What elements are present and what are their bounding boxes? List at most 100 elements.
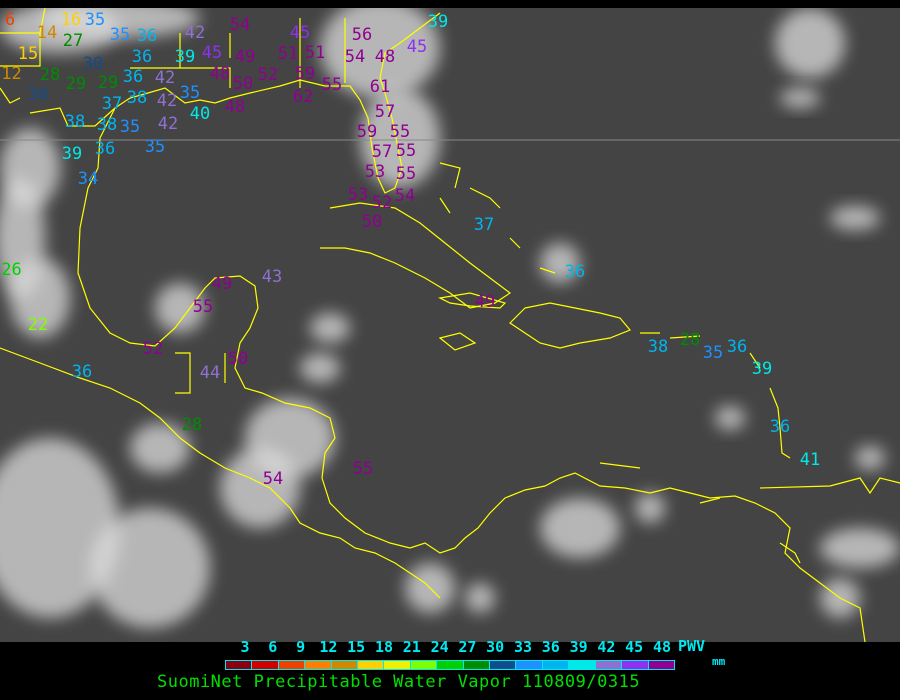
- station-pwv-value: 36: [72, 362, 92, 382]
- station-pwv-value: 48: [375, 47, 395, 67]
- legend-swatch: [226, 661, 253, 669]
- station-pwv-value: 55: [390, 122, 410, 142]
- cloud: [300, 353, 340, 383]
- cloud: [155, 283, 205, 333]
- cloud: [830, 206, 880, 230]
- legend-swatch: [463, 661, 491, 669]
- station-pwv-value: 37: [102, 94, 122, 114]
- station-pwv-value: 42: [157, 91, 177, 111]
- station-pwv-value: 30: [83, 54, 103, 74]
- station-pwv-value: 36: [132, 47, 152, 67]
- station-pwv-value: 55: [322, 75, 342, 95]
- legend-swatch: [569, 661, 596, 669]
- cloud: [715, 406, 745, 430]
- legend-tick: 48: [652, 638, 672, 656]
- station-pwv-value: 38: [97, 115, 117, 135]
- station-pwv-value: 50: [362, 212, 382, 232]
- cloud: [820, 528, 900, 568]
- station-pwv-value: 61: [370, 77, 390, 97]
- cloud: [780, 88, 820, 108]
- station-pwv-value: 16: [61, 10, 81, 30]
- legend-tick: 45: [625, 638, 644, 656]
- legend-tick: 9: [296, 638, 306, 656]
- station-pwv-value: 29: [66, 74, 86, 94]
- legend-swatch: [305, 661, 332, 669]
- station-pwv-value: 49: [235, 47, 255, 67]
- station-pwv-value: 49: [212, 274, 232, 294]
- station-pwv-value: 28: [40, 65, 60, 85]
- station-pwv-value: 41: [800, 450, 820, 470]
- station-pwv-value: 55: [353, 459, 373, 479]
- legend-tick: 18: [374, 638, 394, 656]
- legend-swatch: [595, 661, 623, 669]
- station-pwv-value: 55: [396, 164, 416, 184]
- station-pwv-value: 37: [474, 215, 494, 235]
- station-pwv-value: 44: [200, 363, 220, 383]
- station-pwv-value: 15: [18, 44, 38, 64]
- cloud: [775, 8, 845, 78]
- station-pwv-value: 42: [155, 68, 175, 88]
- station-pwv-value: 48: [225, 97, 245, 117]
- station-pwv-value: 53: [365, 162, 385, 182]
- legend-swatch: [358, 661, 385, 669]
- coastlines: [0, 8, 900, 642]
- legend-tick: 21: [402, 638, 421, 656]
- legend-tick: 39: [569, 638, 588, 656]
- station-pwv-value: 35: [703, 343, 723, 363]
- legend-swatch: [542, 661, 570, 669]
- station-pwv-value: 48: [210, 64, 230, 84]
- station-pwv-value: 49: [475, 292, 495, 312]
- legend-tick: 12: [319, 638, 338, 656]
- station-pwv-value: 35: [85, 10, 105, 30]
- station-pwv-value: 36: [565, 262, 585, 282]
- station-pwv-value: 42: [158, 114, 178, 134]
- station-pwv-value: 57: [375, 102, 395, 122]
- cloud: [130, 423, 190, 473]
- station-pwv-value: 57: [372, 142, 392, 162]
- legend-tick: 3: [240, 638, 250, 656]
- station-pwv-value: 12: [1, 64, 21, 84]
- cloud: [540, 243, 580, 283]
- station-pwv-value: 29: [98, 73, 118, 93]
- legend-swatch: [648, 661, 674, 669]
- station-pwv-value: 36: [727, 337, 747, 357]
- station-pwv-value: 36: [137, 26, 157, 46]
- cloud: [310, 313, 350, 343]
- station-pwv-value: 59: [357, 122, 377, 142]
- legend-tick: 24: [430, 638, 449, 656]
- station-pwv-value: 59: [295, 64, 315, 84]
- legend-unit-pwv: PWV: [678, 637, 706, 655]
- station-pwv-value: 45: [202, 43, 222, 63]
- legend-tick: 27: [458, 638, 477, 656]
- station-pwv-value: 55: [396, 141, 416, 161]
- station-pwv-value: 54: [263, 469, 283, 489]
- cloud: [220, 448, 300, 528]
- station-pwv-value: 53: [348, 185, 368, 205]
- station-pwv-value: 28: [182, 415, 202, 435]
- station-pwv-value: 39: [752, 359, 772, 379]
- station-pwv-value: 6: [5, 10, 15, 30]
- cloud: [90, 508, 210, 628]
- station-pwv-value: 54: [345, 47, 365, 67]
- color-legend: 3 6 9 12 15 18 21 24 27 30 33 36 39 42 45 48 PWV mm Suo…: [0, 638, 900, 700]
- station-pwv-value: 28: [680, 330, 700, 350]
- cloud-layer: [0, 8, 900, 628]
- legend-swatch: [252, 661, 279, 669]
- station-pwv-value: 27: [63, 31, 83, 51]
- legend-tick: 6: [268, 638, 278, 656]
- station-pwv-value: 52: [143, 339, 163, 359]
- station-pwv-value: 36: [95, 139, 115, 159]
- station-pwv-value: 38: [648, 337, 668, 357]
- cloud: [40, 8, 200, 38]
- station-pwv-value: 39: [428, 12, 448, 32]
- legend-swatch: [410, 661, 438, 669]
- legend-swatch: [622, 661, 649, 669]
- station-pwv-value: 50: [233, 74, 253, 94]
- station-pwv-value: 54: [395, 186, 415, 206]
- legend-swatch: [278, 661, 306, 669]
- station-pwv-value: 38: [127, 88, 147, 108]
- station-pwv-value: 52: [372, 193, 392, 213]
- cloud: [360, 88, 440, 188]
